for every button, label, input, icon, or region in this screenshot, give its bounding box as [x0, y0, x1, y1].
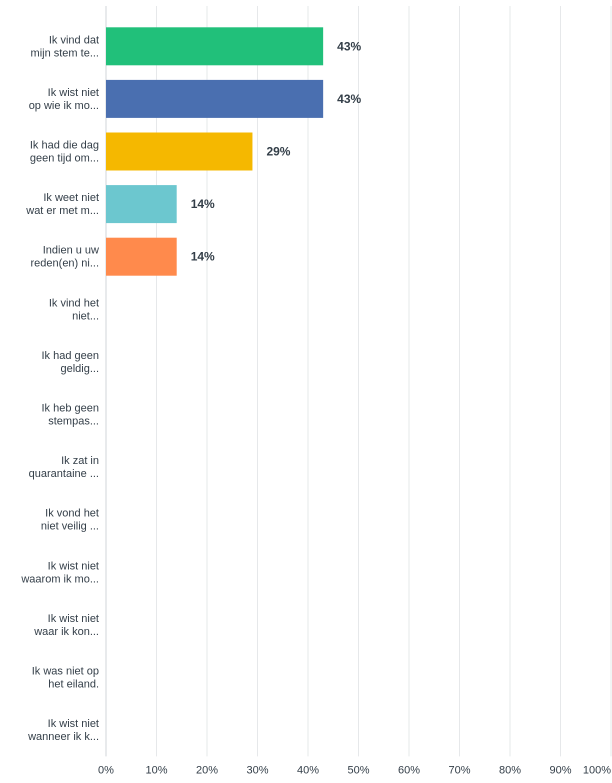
category-label-line: Indien u uw — [43, 245, 99, 257]
category-label-line: niet... — [72, 310, 99, 322]
bar — [106, 27, 324, 66]
category-label-line: geen tijd om... — [30, 153, 99, 165]
category-label-line: Ik vind het — [49, 297, 99, 309]
category-label: Ik heb geen stempas... — [42, 403, 100, 428]
data-label: 43% — [337, 39, 361, 53]
x-tick-label: 40% — [297, 764, 319, 776]
x-tick-label: 100% — [583, 764, 611, 776]
bar — [106, 79, 324, 118]
category-label-line: Ik vond het — [45, 508, 99, 520]
category-label-line: Ik wist niet — [48, 613, 99, 625]
category-label: Ik was niet op het eiland. — [32, 666, 99, 691]
category-label-line: reden(en) ni... — [31, 258, 99, 270]
category-label-line: Ik heb geen — [42, 403, 100, 415]
category-label-line: Ik wist niet — [48, 87, 99, 99]
category-label: Ik vind dat mijn stem te... — [31, 34, 99, 59]
category-label-line: Ik wist niet — [48, 718, 99, 730]
category-label: Ik vind het niet... — [49, 297, 99, 322]
category-label-line: quarantaine ... — [29, 468, 99, 480]
category-label-line: niet veilig ... — [41, 521, 99, 533]
bar — [106, 185, 177, 224]
x-tick-label: 50% — [347, 764, 369, 776]
value-labels: 43% 43% 29% 14% 14% — [191, 39, 362, 263]
x-tick-label: 30% — [246, 764, 268, 776]
category-labels: Ik vind dat mijn stem te...Ik wist niet op… — [20, 34, 99, 743]
category-label: Ik zat in quarantaine ... — [29, 455, 99, 480]
x-tick-label: 80% — [499, 764, 521, 776]
x-tick-label: 0% — [98, 764, 114, 776]
category-label: Ik vond het niet veilig ... — [41, 508, 99, 533]
category-label-line: stempas... — [48, 416, 99, 428]
category-label: Ik wist niet waarom ik mo... — [20, 560, 99, 585]
bar — [106, 132, 253, 171]
category-label: Ik had die dag geen tijd om... — [30, 140, 99, 165]
category-label-line: geldig... — [60, 363, 99, 375]
x-tick-label: 10% — [145, 764, 167, 776]
category-label-line: Ik was niet op — [32, 666, 99, 678]
category-label: Ik wist niet wanneer ik k... — [27, 718, 99, 743]
category-label: Ik had geen geldig... — [42, 350, 100, 375]
x-tick-label: 20% — [196, 764, 218, 776]
category-label-line: mijn stem te... — [31, 47, 99, 59]
category-label-line: Ik wist niet — [48, 560, 99, 572]
data-label: 43% — [337, 92, 361, 106]
bars — [106, 27, 324, 276]
data-label: 14% — [191, 197, 215, 211]
category-label-line: het eiland. — [48, 679, 99, 691]
data-label: 14% — [191, 250, 215, 264]
category-label-line: Ik had geen — [42, 350, 100, 362]
category-label-line: Ik zat in — [61, 455, 99, 467]
category-label: Indien u uw reden(en) ni... — [31, 245, 100, 270]
category-label-line: Ik vind dat — [49, 34, 99, 46]
x-axis-ticks: 0% 10% 20% 30% 40% 50% 60% 70% 80% 90% 100% — [98, 764, 611, 776]
category-label-line: waar ik kon... — [33, 626, 99, 638]
category-label-line: waarom ik mo... — [20, 573, 99, 585]
x-tick-label: 60% — [398, 764, 420, 776]
category-label: Ik wist niet op wie ik mo... — [29, 87, 99, 112]
category-label-line: Ik had die dag — [30, 140, 99, 152]
category-label-line: wat er met m... — [25, 205, 99, 217]
x-tick-label: 70% — [448, 764, 470, 776]
category-label-line: op wie ik mo... — [29, 100, 99, 112]
bar — [106, 237, 177, 276]
category-label: Ik weet niet wat er met m... — [25, 192, 99, 217]
category-label-line: Ik weet niet — [43, 192, 99, 204]
gridlines — [105, 6, 612, 757]
category-label-line: wanneer ik k... — [27, 731, 99, 743]
data-label: 29% — [266, 145, 290, 159]
category-label: Ik wist niet waar ik kon... — [33, 613, 99, 638]
x-tick-label: 90% — [549, 764, 571, 776]
